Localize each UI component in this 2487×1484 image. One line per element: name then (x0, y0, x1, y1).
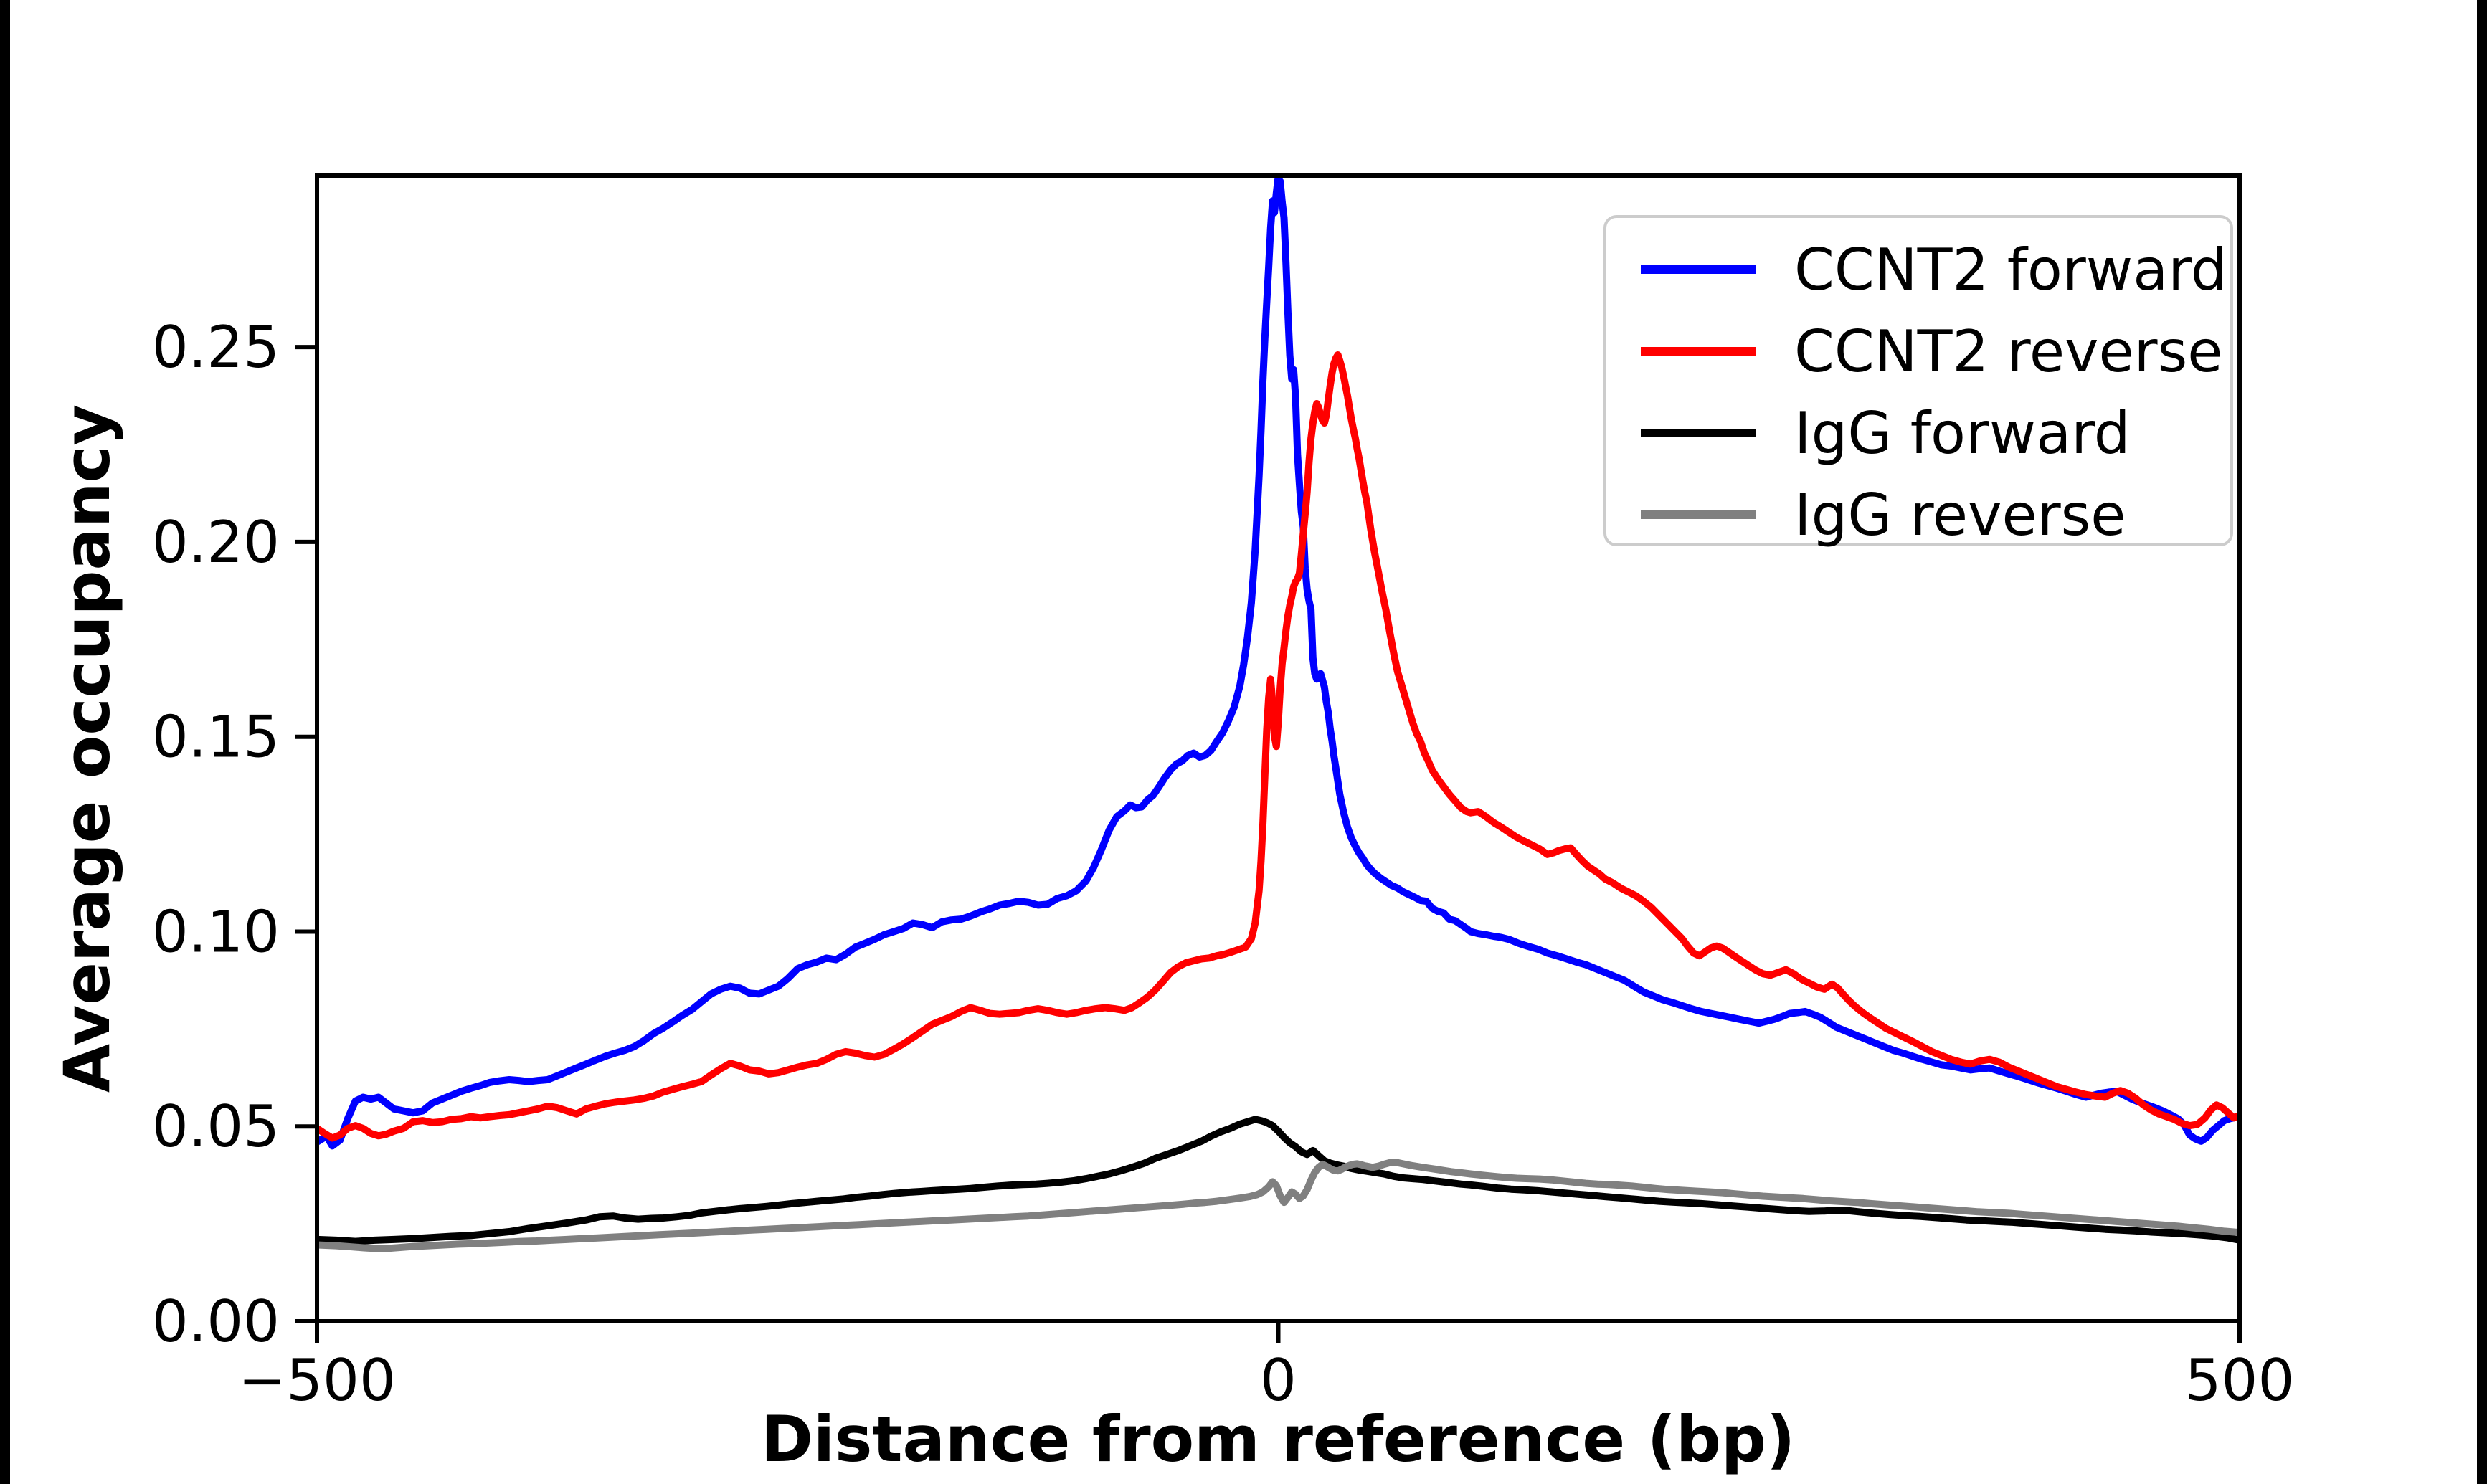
x-tick-label: 500 (2185, 1347, 2295, 1414)
legend-label: IgG reverse (1794, 482, 2126, 548)
series-line-igg-reverse (317, 1159, 2240, 1252)
series-line-ccnt2-forward (317, 176, 2240, 1150)
series-line-igg-forward (317, 1116, 2240, 1245)
y-axis-label: Average occupancy (50, 404, 124, 1093)
legend-label: IgG forward (1794, 400, 2131, 467)
series-line-ccnt2-reverse (317, 351, 2240, 1142)
y-tick-label: 0.15 (152, 704, 280, 771)
legend-label: CCNT2 forward (1794, 237, 2227, 303)
y-tick-label: 0.20 (152, 509, 280, 576)
x-tick-label: 0 (1260, 1347, 1297, 1414)
legend-box (1603, 215, 2233, 546)
y-tick-label: 0.10 (152, 898, 280, 965)
x-axis-label: Distance from reference (bp) (761, 1402, 1795, 1476)
axes-ticks: 0.00 0.05 0.10 0.15 0.20 0.25 −500 0 500 (152, 314, 2294, 1414)
legend-label: CCNT2 reverse (1794, 318, 2222, 385)
y-tick-label: 0.25 (152, 314, 280, 381)
y-tick-label: 0.00 (152, 1288, 280, 1355)
left-edge-bar (0, 0, 10, 1484)
right-edge-bar (2477, 0, 2487, 1484)
data-series (317, 176, 2240, 1252)
x-tick-label: −500 (238, 1347, 396, 1414)
plot-border (315, 173, 2242, 1323)
legend: CCNT2 forward CCNT2 reverse IgG forward IgG… (1603, 215, 2233, 548)
y-tick-label: 0.05 (152, 1093, 280, 1160)
